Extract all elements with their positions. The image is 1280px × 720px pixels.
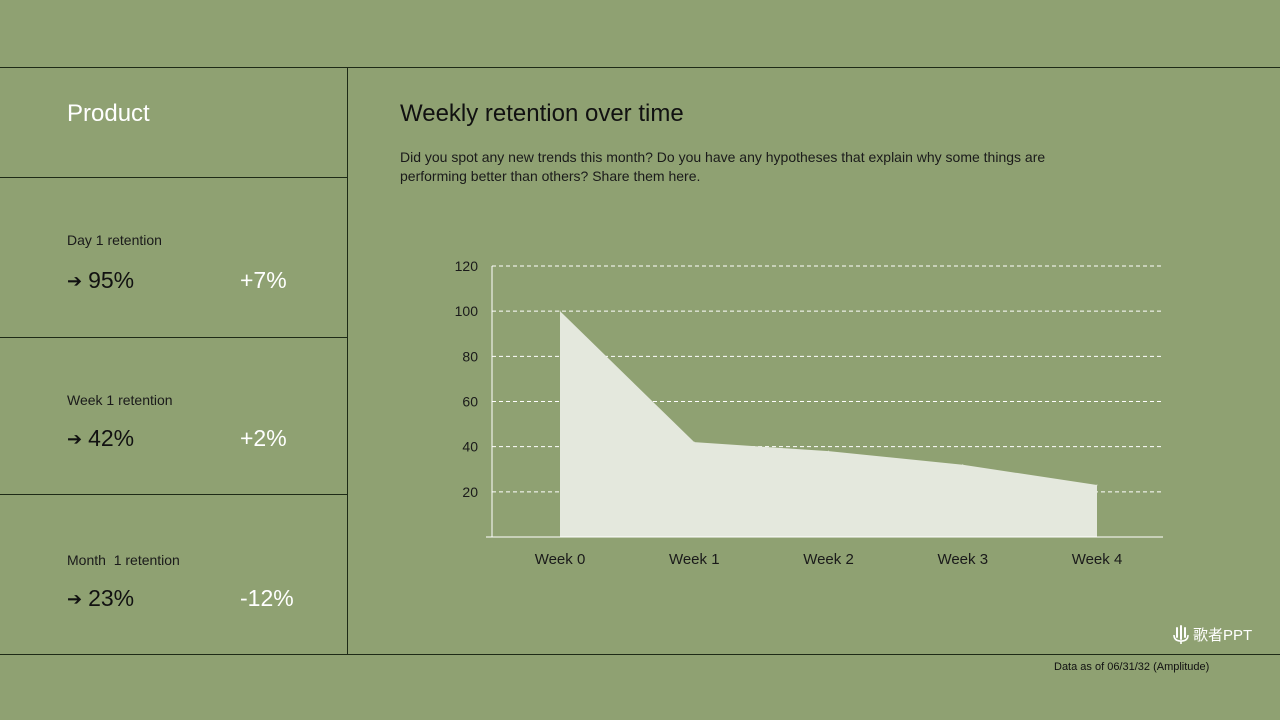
- data-point: [1096, 484, 1098, 486]
- metric-value-text: 95%: [88, 267, 135, 293]
- y-tick-label: 60: [462, 394, 478, 410]
- arrow-right-icon: ➔: [67, 588, 83, 609]
- row-divider: [0, 337, 347, 338]
- metric-change-month1: -12%: [240, 585, 294, 611]
- logo-text: 歌者PPT: [1193, 627, 1253, 644]
- metric-label-day1: Day 1 retention: [67, 232, 162, 248]
- metric-label-week1: Week 1 retention: [67, 392, 173, 408]
- arrow-right-icon: ➔: [67, 270, 83, 291]
- metric-value-text: 42%: [88, 425, 135, 451]
- metric-change-day1: +7%: [240, 267, 287, 293]
- metric-change-week1: +2%: [240, 425, 287, 451]
- row-divider: [0, 177, 347, 178]
- data-point: [828, 450, 829, 452]
- y-tick-label: 20: [462, 484, 478, 500]
- brand-logo: 歌者PPT: [1172, 624, 1252, 645]
- bottom-divider: [0, 654, 1280, 655]
- y-tick-label: 80: [462, 348, 478, 364]
- metric-value-day1: ➔ 95%: [67, 267, 134, 294]
- x-tick-label: Week 4: [1072, 551, 1123, 568]
- y-tick-label: 100: [455, 303, 479, 319]
- chart-description: Did you spot any new trends this month? …: [400, 149, 1046, 184]
- panel-title: Product: [67, 100, 150, 127]
- chart-title: Weekly retention over time: [400, 100, 684, 127]
- x-tick-label: Week 3: [937, 551, 988, 568]
- metric-value-month1: ➔ 23%: [67, 585, 134, 612]
- arrow-right-icon: ➔: [67, 428, 83, 449]
- x-tick-label: Week 1: [669, 551, 720, 568]
- retention-area: [560, 311, 1097, 537]
- top-divider: [0, 67, 1280, 68]
- metric-value-text: 23%: [88, 585, 135, 611]
- data-point: [962, 464, 964, 466]
- y-tick-label: 120: [455, 258, 479, 274]
- data-point: [559, 310, 561, 312]
- x-tick-label: Week 0: [535, 551, 586, 568]
- row-divider: [0, 494, 347, 495]
- y-tick-label: 40: [462, 439, 478, 455]
- microphone-icon: [1173, 624, 1189, 644]
- panel-divider: [347, 67, 348, 655]
- data-point: [693, 441, 695, 443]
- metric-label-month1: Month 1 retention: [67, 552, 180, 568]
- x-tick-label: Week 2: [803, 551, 854, 568]
- footnote: Data as of 06/31/32 (Amplitude): [1054, 661, 1210, 673]
- metric-value-week1: ➔ 42%: [67, 425, 134, 452]
